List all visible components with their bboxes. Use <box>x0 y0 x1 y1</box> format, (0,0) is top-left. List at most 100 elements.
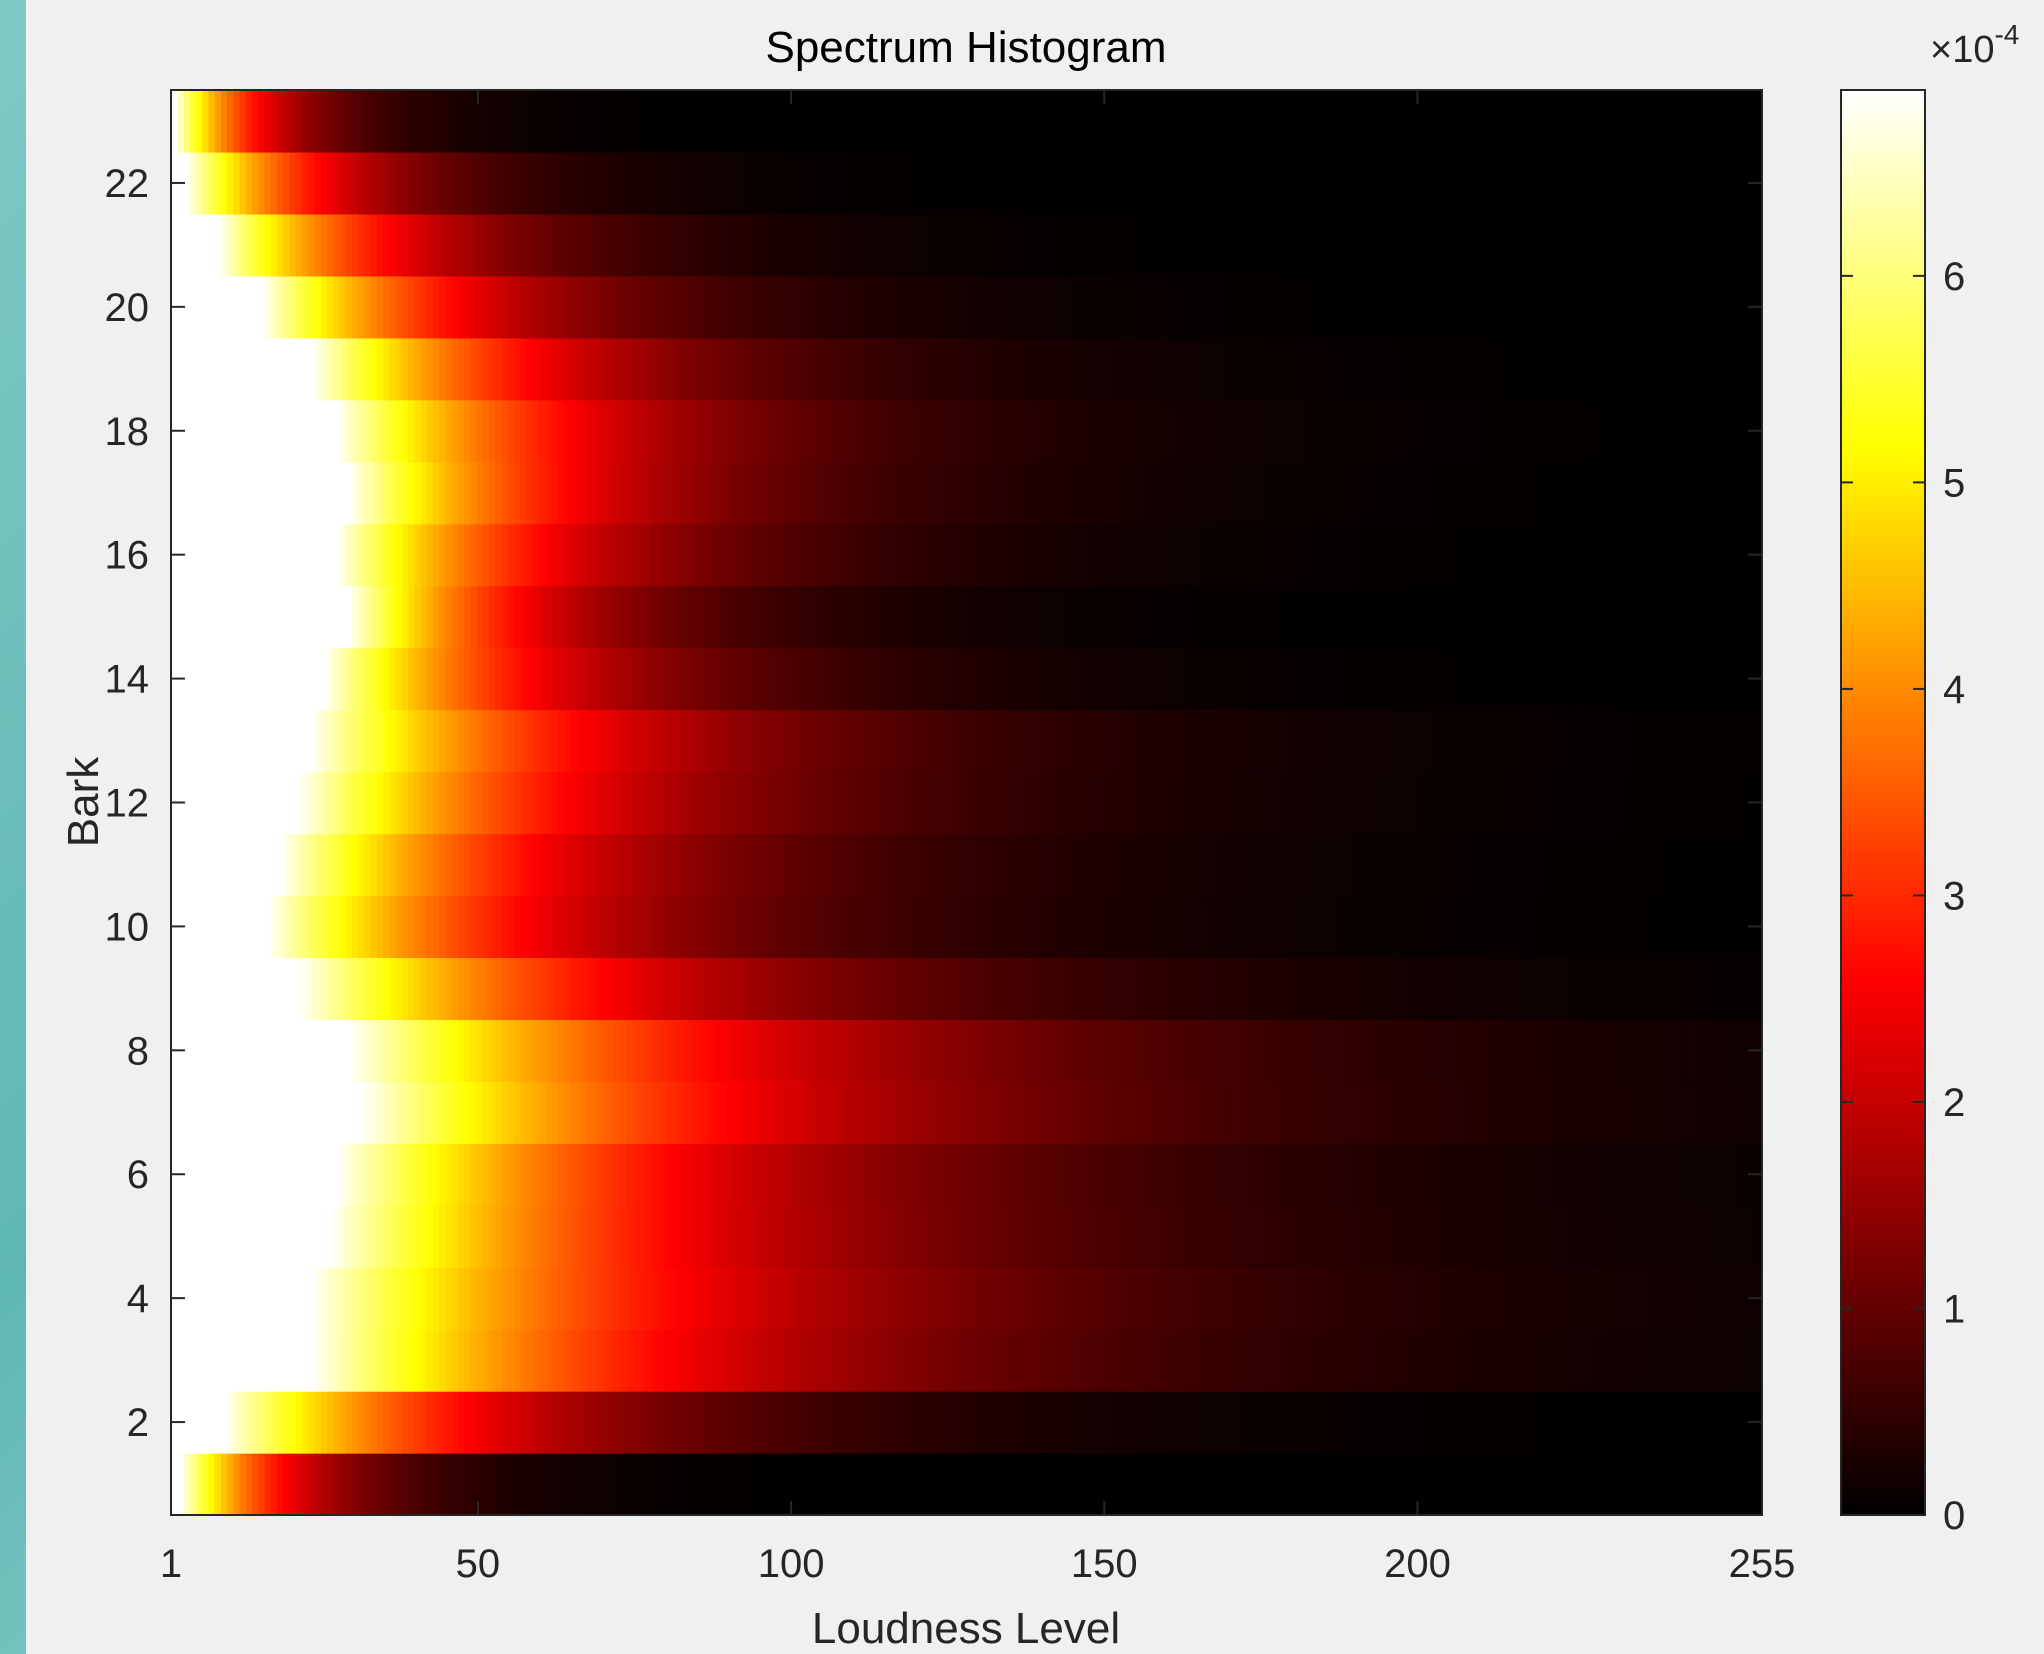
heatmap-cell <box>227 1329 234 1392</box>
heatmap-cell <box>545 1391 553 1454</box>
heatmap-cell <box>326 1019 334 1082</box>
heatmap-cell <box>582 1267 590 1330</box>
heatmap-cell <box>426 895 434 958</box>
heatmap-cell <box>1612 337 1620 401</box>
heatmap-cell <box>208 1453 216 1516</box>
heatmap-cell <box>1506 771 1514 835</box>
heatmap-cell <box>1075 1267 1083 1330</box>
heatmap-cell <box>1593 337 1601 401</box>
heatmap-cell <box>1300 1391 1308 1454</box>
heatmap-cell <box>676 585 684 649</box>
heatmap-cell <box>1475 1205 1482 1268</box>
heatmap-cell <box>308 771 316 835</box>
heatmap-cell <box>1531 1267 1538 1330</box>
heatmap-cell <box>1244 957 1251 1020</box>
heatmap-cell <box>1275 523 1283 587</box>
heatmap-cell <box>545 771 553 835</box>
heatmap-cell <box>782 771 790 835</box>
heatmap-cell <box>1581 1329 1588 1392</box>
heatmap-cell <box>195 1453 203 1516</box>
heatmap-cell <box>813 1453 821 1516</box>
heatmap-cell <box>888 1453 896 1516</box>
heatmap-cell <box>1718 399 1726 463</box>
heatmap-cell <box>832 1453 840 1516</box>
heatmap-cell <box>894 275 902 339</box>
heatmap-cell <box>613 399 621 463</box>
heatmap-cell <box>195 585 203 649</box>
heatmap-cell <box>757 957 765 1020</box>
heatmap-cell <box>1156 1453 1164 1516</box>
heatmap-cell <box>1163 1391 1170 1454</box>
heatmap-cell <box>1013 1143 1021 1206</box>
heatmap-cell <box>1574 523 1582 587</box>
heatmap-cell <box>838 399 846 463</box>
heatmap-cell <box>214 895 222 958</box>
heatmap-cell <box>676 1329 684 1392</box>
heatmap-cell <box>195 523 203 587</box>
heatmap-cell <box>551 275 559 339</box>
heatmap-cell <box>351 895 359 958</box>
heatmap-cell <box>950 461 958 525</box>
heatmap-cell <box>1400 523 1407 587</box>
heatmap-cell <box>851 1081 858 1144</box>
heatmap-cell <box>763 1267 771 1330</box>
heatmap-cell <box>202 1329 210 1392</box>
heatmap-cell <box>738 709 746 773</box>
heatmap-cell <box>919 833 927 897</box>
heatmap-cell <box>333 833 341 897</box>
heatmap-cell <box>333 1019 341 1082</box>
heatmap-cell <box>1331 461 1339 525</box>
heatmap-cell <box>1306 1391 1314 1454</box>
heatmap-cell <box>539 523 546 587</box>
heatmap-cell <box>376 399 384 463</box>
heatmap-cell <box>1618 771 1626 835</box>
heatmap-cell <box>339 1391 347 1454</box>
heatmap-cell <box>957 771 964 835</box>
heatmap-cell <box>539 461 546 525</box>
heatmap-cell <box>732 1391 740 1454</box>
heatmap-cell <box>975 709 983 773</box>
heatmap-cell <box>520 833 528 897</box>
heatmap-cell <box>1475 647 1482 711</box>
heatmap-cell <box>1150 1267 1158 1330</box>
heatmap-cell <box>482 1391 490 1454</box>
heatmap-cell <box>1144 1019 1152 1082</box>
heatmap-cell <box>1256 1081 1264 1144</box>
heatmap-cell <box>1606 1329 1613 1392</box>
heatmap-cell <box>1668 771 1676 835</box>
heatmap-cell <box>763 585 771 649</box>
heatmap-cell <box>1038 1267 1046 1330</box>
heatmap-cell <box>1506 1019 1514 1082</box>
heatmap-cell <box>1743 1329 1751 1392</box>
heatmap-cell <box>1568 709 1576 773</box>
heatmap-cell <box>1499 523 1507 587</box>
heatmap-cell <box>651 771 659 835</box>
heatmap-cell <box>1044 337 1052 401</box>
heatmap-cell <box>1737 895 1744 958</box>
heatmap-cell <box>670 1267 677 1330</box>
heatmap-cell <box>1593 833 1601 897</box>
heatmap-cell <box>1063 895 1071 958</box>
heatmap-cell <box>838 461 846 525</box>
heatmap-cell <box>738 399 746 463</box>
heatmap-cell <box>1387 895 1395 958</box>
heatmap-cell <box>1643 337 1651 401</box>
heatmap-cell <box>595 1143 603 1206</box>
heatmap-cell <box>1044 1143 1052 1206</box>
heatmap-cell <box>1306 461 1314 525</box>
heatmap-cell <box>1493 1205 1501 1268</box>
heatmap-cell <box>726 709 734 773</box>
heatmap-cell <box>813 709 821 773</box>
heatmap-cell <box>1674 1391 1682 1454</box>
heatmap-cell <box>445 1019 453 1082</box>
heatmap-cell <box>1331 895 1339 958</box>
heatmap-cell <box>252 647 259 711</box>
heatmap-cell <box>1356 647 1364 711</box>
heatmap-cell <box>302 1143 309 1206</box>
heatmap-cell <box>501 399 509 463</box>
heatmap-cell <box>1194 1205 1202 1268</box>
heatmap-cell <box>982 1205 989 1268</box>
heatmap-cell <box>1375 833 1383 897</box>
heatmap-cell <box>1443 1453 1451 1516</box>
heatmap-cell <box>676 399 684 463</box>
